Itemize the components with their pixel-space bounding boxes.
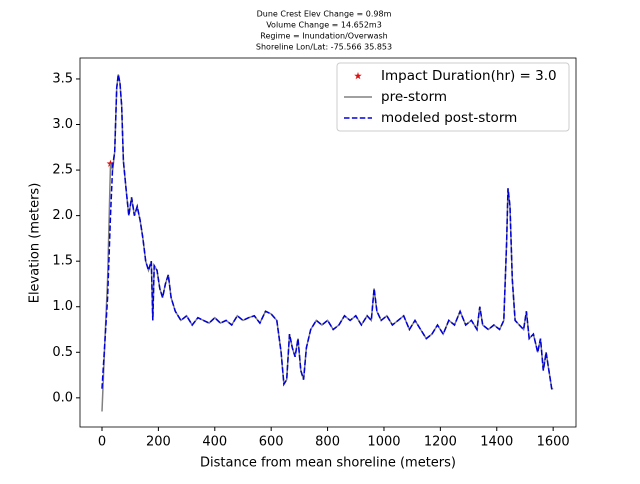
x-tick-label: 800 bbox=[315, 435, 340, 450]
chart-title: Shoreline Lon/Lat: -75.566 35.853 bbox=[256, 43, 392, 52]
legend-box bbox=[336, 62, 570, 132]
y-tick-label: 3.0 bbox=[52, 117, 73, 132]
chart-title: Volume Change = 14.652m3 bbox=[266, 21, 382, 30]
x-tick-label: 600 bbox=[259, 435, 284, 450]
chart-title: Regime = Inundation/Overwash bbox=[260, 32, 387, 41]
x-tick-label: 0 bbox=[98, 435, 106, 450]
legend-marker bbox=[354, 72, 362, 80]
legend-label: modeled post-storm bbox=[381, 110, 517, 126]
legend-label: pre-storm bbox=[381, 89, 447, 105]
x-tick-label: 1600 bbox=[537, 435, 570, 450]
x-tick-label: 200 bbox=[146, 435, 171, 450]
x-axis-label: Distance from mean shoreline (meters) bbox=[200, 456, 456, 471]
chart-title: Dune Crest Elev Change = 0.98m bbox=[257, 10, 392, 19]
x-tick-label: 1400 bbox=[480, 435, 513, 450]
y-axis-label: Elevation (meters) bbox=[28, 183, 43, 304]
y-tick-label: 0.5 bbox=[52, 345, 73, 360]
x-tick-label: 400 bbox=[202, 435, 227, 450]
data-point bbox=[106, 159, 115, 167]
x-tick-label: 1200 bbox=[424, 435, 457, 450]
x-tick-label: 1000 bbox=[367, 435, 400, 450]
data-line bbox=[101, 74, 554, 390]
y-tick-label: 0.0 bbox=[52, 390, 73, 405]
y-tick-label: 3.5 bbox=[52, 71, 73, 86]
y-tick-label: 2.0 bbox=[52, 208, 73, 223]
legend-label: Impact Duration(hr) = 3.0 bbox=[381, 68, 557, 84]
y-tick-label: 1.5 bbox=[52, 254, 73, 269]
y-tick-label: 2.5 bbox=[52, 163, 73, 178]
y-tick-label: 1.0 bbox=[52, 299, 73, 314]
axes-frame bbox=[79, 57, 577, 428]
